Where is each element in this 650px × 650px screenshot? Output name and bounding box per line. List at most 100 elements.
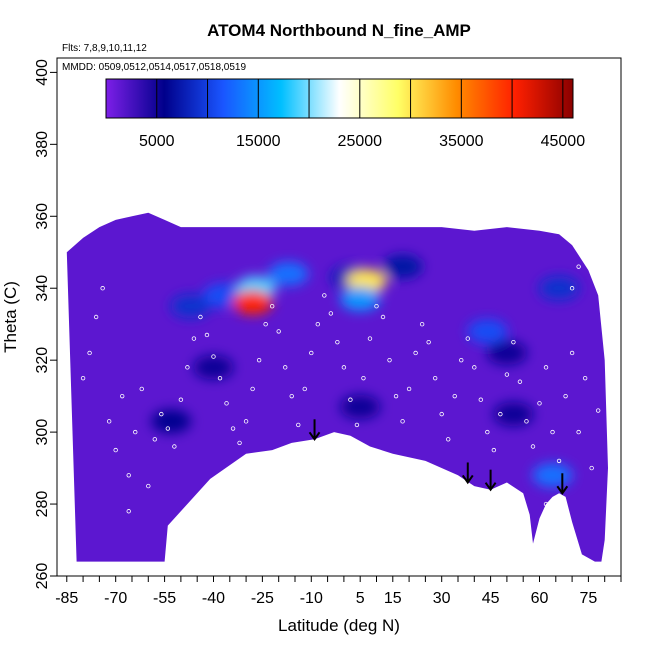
y-axis: 260 280 300 320 340 360 380 400 — [34, 59, 57, 589]
colorbar-tick-label: 35000 — [439, 133, 484, 150]
observation-point — [335, 339, 340, 345]
x-tick-label: 15 — [384, 590, 402, 607]
observation-point — [224, 401, 229, 406]
observation-point — [126, 509, 131, 514]
observation-point — [446, 437, 451, 442]
observation-point — [413, 350, 418, 356]
observation-point — [146, 483, 151, 489]
observation-point — [322, 293, 327, 298]
field-blob — [151, 409, 192, 434]
observation-point — [172, 444, 177, 449]
observation-point — [283, 365, 288, 370]
marker-arrow — [461, 462, 474, 485]
observation-point — [576, 429, 581, 435]
x-tick-label: 5 — [356, 590, 365, 607]
x-tick-label: 60 — [531, 590, 549, 607]
colorbar-tick-label: 5000 — [139, 133, 175, 150]
observation-point — [530, 444, 536, 449]
x-tick-label: 30 — [433, 590, 451, 607]
observation-point — [543, 501, 549, 507]
observation-point — [133, 429, 138, 435]
y-tick-label: 300 — [34, 419, 51, 446]
observation-point — [472, 365, 477, 370]
observation-point — [576, 264, 581, 269]
observation-point — [172, 519, 177, 525]
observation-point — [595, 408, 601, 413]
observation-point — [419, 321, 425, 327]
colorbar-tick-label: 45000 — [541, 133, 586, 150]
observation-point — [569, 286, 575, 291]
observation-point — [178, 397, 184, 402]
observation-point — [524, 419, 529, 424]
x-axis-label: Latitude (deg N) — [278, 616, 400, 635]
observation-point — [556, 458, 562, 464]
marker-arrow — [484, 469, 497, 492]
observation-point — [439, 411, 444, 417]
observation-point — [504, 372, 510, 377]
observation-point — [296, 422, 301, 428]
observation-point — [159, 411, 164, 417]
observation-point — [400, 419, 405, 424]
y-tick-label: 360 — [34, 203, 51, 230]
observation-point — [550, 429, 555, 435]
observation-point — [87, 350, 92, 356]
x-tick-label: -85 — [55, 590, 78, 607]
observation-point — [230, 426, 236, 431]
observation-point — [237, 440, 242, 446]
observation-point — [491, 447, 497, 453]
x-tick-label: 75 — [580, 590, 598, 607]
observation-point — [93, 314, 99, 320]
field-blob — [170, 294, 211, 319]
observation-point — [328, 311, 334, 316]
y-axis-label: Theta (C) — [1, 281, 20, 353]
field-highlights — [151, 254, 580, 488]
observation-point — [126, 473, 131, 478]
observation-point — [211, 354, 216, 359]
observation-point — [152, 437, 158, 442]
colorbar-ticks: 5000 15000 25000 35000 45000 — [139, 133, 585, 150]
observation-point — [348, 397, 353, 402]
x-tick-label: -25 — [251, 590, 274, 607]
marker-arrows — [308, 419, 569, 495]
observation-point — [269, 304, 275, 309]
observation-point — [191, 336, 197, 341]
observation-point — [393, 393, 399, 399]
x-tick-label: -40 — [202, 590, 225, 607]
observation-point — [361, 375, 366, 381]
observation-point — [543, 365, 549, 370]
x-tick-label: 45 — [482, 590, 500, 607]
field-blob — [532, 463, 573, 488]
colorbar-tick-label: 15000 — [236, 133, 281, 150]
observation-point — [80, 375, 86, 381]
observation-point — [341, 365, 347, 370]
marker-arrow — [556, 473, 569, 495]
observation-point — [459, 357, 464, 363]
observation-point — [354, 422, 360, 428]
observation-point — [217, 375, 223, 381]
y-tick-label: 280 — [34, 491, 51, 518]
field-blob — [493, 402, 534, 427]
observation-point — [276, 329, 281, 334]
chart-title: ATOM4 Northbound N_fine_AMP — [207, 21, 471, 40]
observation-point — [511, 339, 516, 345]
colorbar-tick-label: 25000 — [338, 133, 383, 150]
observation-point — [452, 393, 457, 399]
observation-point — [432, 375, 438, 381]
observation-point — [289, 393, 294, 399]
observation-point — [139, 386, 144, 392]
observation-point — [204, 332, 210, 338]
observation-point — [315, 321, 321, 327]
x-tick-label: -55 — [153, 590, 176, 607]
observation-point — [309, 350, 314, 356]
x-axis: -85 -70 -55 -40 -25 -10 5 15 30 45 60 75 — [55, 576, 622, 607]
observation-point — [100, 286, 105, 291]
field-blob — [539, 276, 580, 301]
field-blob — [467, 319, 508, 344]
colorbar-gradient — [105, 78, 574, 119]
observation-point — [256, 357, 262, 363]
y-tick-label: 260 — [34, 563, 51, 590]
observation-point — [537, 401, 542, 406]
observation-point — [263, 321, 268, 327]
x-tick-label: -70 — [104, 590, 127, 607]
